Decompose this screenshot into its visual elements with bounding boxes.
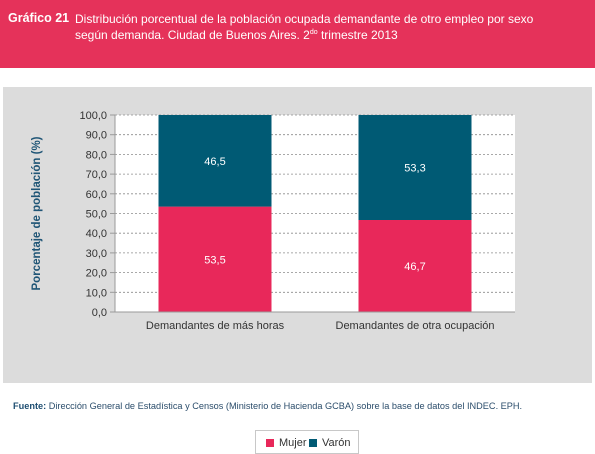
figure-title: Distribución porcentual de la población … [75,11,585,43]
chart-legend: Mujer Varón [255,430,359,454]
y-tick-label: 50,0 [86,209,107,221]
data-labels: 53,5 46,5 46,7 53,3 [204,156,425,273]
y-tick-label: 80,0 [86,149,107,161]
y-tick-label: 40,0 [86,228,107,240]
data-label: 53,3 [404,163,425,175]
data-label: 46,7 [404,261,425,273]
figure-label: Gráfico 21 [8,11,70,25]
chart-panel: 0,0 10,0 20,0 30,0 40,0 50,0 60,0 70,0 80,0 90,0 1… [3,87,592,454]
y-axis-label: Porcentaje de población (%) [31,136,43,290]
x-category-label: Demandantes de otra ocupación [336,320,495,332]
bar-segment-mujer [158,206,272,312]
y-tick-label: 30,0 [86,248,107,260]
source-text: Dirección General de Estadística y Censo… [46,401,523,411]
source-label: Fuente: [13,401,47,411]
data-label: 53,5 [204,254,225,266]
stacked-bar-chart: 0,0 10,0 20,0 30,0 40,0 50,0 60,0 70,0 80,0 90,0 1… [31,110,515,332]
title-line-1: Distribución porcentual de la población … [75,12,534,26]
y-tick-label: 90,0 [86,130,107,142]
y-tick-label: 10,0 [86,287,107,299]
title-line-2: según demanda. Ciudad de Buenos Aires. 2 [75,28,310,42]
title-line-2-end: trimestre 2013 [317,28,398,42]
legend-label-varon: Varón [322,437,351,449]
bar-segment-mujer [358,220,472,312]
x-category-labels: Demandantes de más horas Demandantes de o… [146,320,495,332]
x-category-label: Demandantes de más horas [146,320,285,332]
y-tick-label: 20,0 [86,268,107,280]
y-tick-label: 70,0 [86,169,107,181]
y-tick-labels: 0,0 10,0 20,0 30,0 40,0 50,0 60,0 70,0 80,0 90,0 1… [79,110,115,319]
legend-label-mujer: Mujer [279,437,307,449]
data-label: 46,5 [204,156,225,168]
y-tick-label: 60,0 [86,189,107,201]
bar-segment-varon [158,115,272,207]
y-tick-label: 0,0 [92,307,107,319]
figure-header: Gráfico 21 Distribución porcentual de la… [0,0,595,68]
bars [158,115,472,312]
title-superscript: do [309,29,318,36]
bar-segment-varon [358,115,472,221]
y-tick-label: 100,0 [79,110,107,122]
source-note: Fuente: Dirección General de Estadística… [13,401,522,411]
legend-swatch-mujer [266,439,274,447]
legend-swatch-varon [309,439,317,447]
